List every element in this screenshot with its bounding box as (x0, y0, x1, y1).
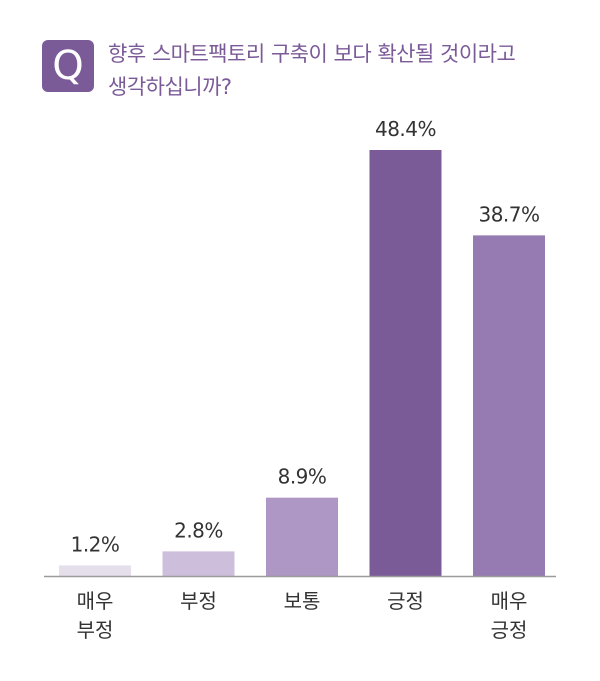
bar-value-label-2: 8.9% (278, 465, 327, 489)
bar-4 (473, 235, 545, 576)
question-badge: Q (42, 40, 94, 92)
bar-2 (266, 497, 338, 576)
question-line-2: 생각하십니까? (108, 75, 232, 99)
category-label-1-0: 부정 (180, 589, 217, 613)
question-line-1: 향후 스마트팩토리 구축이 보다 확산될 것이라고 (108, 42, 516, 66)
question-badge-letter: Q (52, 43, 84, 89)
bar-value-label-3: 48.4% (375, 117, 436, 141)
category-label-3-0: 긍정 (387, 589, 424, 613)
bar-3 (369, 150, 442, 576)
bar-value-label-4: 38.7% (478, 202, 539, 226)
bar-0 (59, 565, 131, 576)
category-label-0-0: 매우 (77, 589, 114, 613)
category-label-0-1: 부정 (77, 618, 114, 642)
bar-value-label-1: 2.8% (174, 518, 223, 542)
bar-1 (162, 551, 235, 576)
category-label-2-0: 보통 (284, 589, 321, 613)
bar-value-label-0: 1.2% (71, 532, 120, 556)
question-text: 향후 스마트팩토리 구축이 보다 확산될 것이라고 생각하십니까? (108, 38, 578, 104)
category-label-4-1: 긍정 (491, 618, 528, 642)
category-label-4-0: 매우 (491, 589, 528, 613)
